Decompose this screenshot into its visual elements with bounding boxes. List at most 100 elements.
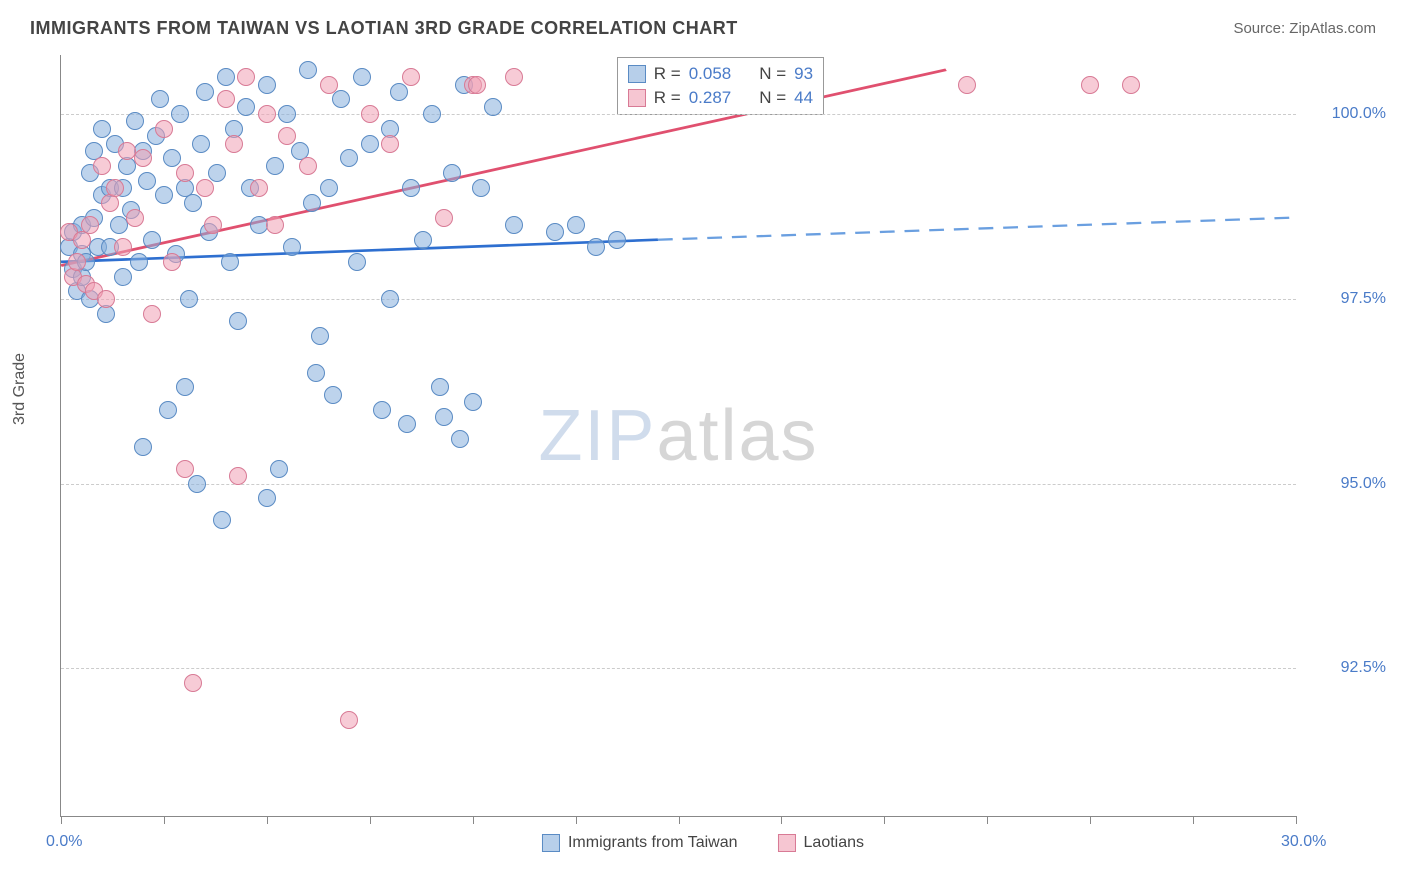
- scatter-point: [608, 231, 626, 249]
- scatter-point: [138, 172, 156, 190]
- scatter-point: [192, 135, 210, 153]
- scatter-point: [208, 164, 226, 182]
- scatter-point: [340, 149, 358, 167]
- scatter-point: [93, 120, 111, 138]
- x-tick: [781, 816, 782, 824]
- scatter-point: [106, 179, 124, 197]
- scatter-point: [151, 90, 169, 108]
- scatter-point: [204, 216, 222, 234]
- r-label: R =: [654, 64, 681, 84]
- n-label: N =: [759, 64, 786, 84]
- scatter-point: [468, 76, 486, 94]
- scatter-point: [225, 135, 243, 153]
- scatter-point: [134, 438, 152, 456]
- scatter-point: [266, 216, 284, 234]
- legend-item: Immigrants from Taiwan: [542, 834, 738, 852]
- scatter-point: [68, 253, 86, 271]
- scatter-point: [299, 157, 317, 175]
- scatter-point: [258, 489, 276, 507]
- scatter-point: [484, 98, 502, 116]
- scatter-point: [143, 231, 161, 249]
- scatter-point: [373, 401, 391, 419]
- scatter-point: [159, 401, 177, 419]
- legend-label: Laotians: [804, 834, 865, 852]
- scatter-point: [567, 216, 585, 234]
- scatter-point: [163, 253, 181, 271]
- scatter-point: [258, 76, 276, 94]
- x-tick: [370, 816, 371, 824]
- legend-swatch-icon: [778, 834, 796, 852]
- trendlines-svg: [61, 55, 1296, 816]
- scatter-point: [435, 209, 453, 227]
- scatter-point: [353, 68, 371, 86]
- x-tick: [1090, 816, 1091, 824]
- scatter-point: [505, 216, 523, 234]
- x-tick: [473, 816, 474, 824]
- scatter-point: [1122, 76, 1140, 94]
- y-axis-title: 3rd Grade: [11, 353, 29, 425]
- scatter-point: [176, 164, 194, 182]
- scatter-point: [196, 179, 214, 197]
- scatter-point: [311, 327, 329, 345]
- scatter-point: [114, 238, 132, 256]
- scatter-point: [303, 194, 321, 212]
- scatter-point: [361, 105, 379, 123]
- scatter-point: [340, 711, 358, 729]
- scatter-point: [126, 112, 144, 130]
- gridline-horizontal: [61, 668, 1296, 669]
- scatter-point: [237, 98, 255, 116]
- scatter-point: [155, 120, 173, 138]
- scatter-point: [1081, 76, 1099, 94]
- scatter-point: [180, 290, 198, 308]
- scatter-point: [143, 305, 161, 323]
- legend-swatch-icon: [542, 834, 560, 852]
- scatter-point: [217, 90, 235, 108]
- x-tick: [1193, 816, 1194, 824]
- x-tick: [164, 816, 165, 824]
- scatter-point: [299, 61, 317, 79]
- scatter-point: [134, 149, 152, 167]
- scatter-point: [451, 430, 469, 448]
- scatter-point: [283, 238, 301, 256]
- x-tick: [679, 816, 680, 824]
- scatter-point: [130, 253, 148, 271]
- legend-swatch-icon: [628, 89, 646, 107]
- x-tick-label: 0.0%: [46, 833, 82, 851]
- scatter-point: [118, 142, 136, 160]
- scatter-point: [188, 475, 206, 493]
- legend-swatch-icon: [628, 65, 646, 83]
- x-tick: [61, 816, 62, 824]
- x-tick: [267, 816, 268, 824]
- source-label: Source: ZipAtlas.com: [1233, 20, 1376, 37]
- y-tick-label: 92.5%: [1341, 659, 1386, 677]
- x-tick: [576, 816, 577, 824]
- r-value: 0.058: [689, 64, 732, 84]
- scatter-point: [435, 408, 453, 426]
- scatter-point: [184, 674, 202, 692]
- y-tick-label: 95.0%: [1341, 475, 1386, 493]
- scatter-point: [229, 467, 247, 485]
- scatter-point: [402, 68, 420, 86]
- scatter-point: [402, 179, 420, 197]
- trendline-dashed: [658, 218, 1296, 240]
- scatter-point: [270, 460, 288, 478]
- scatter-point: [398, 415, 416, 433]
- scatter-point: [348, 253, 366, 271]
- x-tick: [884, 816, 885, 824]
- scatter-point: [546, 223, 564, 241]
- scatter-point: [431, 378, 449, 396]
- scatter-point: [155, 186, 173, 204]
- scatter-point: [381, 290, 399, 308]
- scatter-point: [237, 68, 255, 86]
- scatter-point: [97, 290, 115, 308]
- scatter-point: [163, 149, 181, 167]
- n-label: N =: [759, 88, 786, 108]
- legend-item: Laotians: [778, 834, 865, 852]
- scatter-point: [505, 68, 523, 86]
- y-tick-label: 100.0%: [1332, 105, 1386, 123]
- scatter-point: [81, 216, 99, 234]
- scatter-point: [221, 253, 239, 271]
- r-value: 0.287: [689, 88, 732, 108]
- scatter-point: [958, 76, 976, 94]
- scatter-point: [213, 511, 231, 529]
